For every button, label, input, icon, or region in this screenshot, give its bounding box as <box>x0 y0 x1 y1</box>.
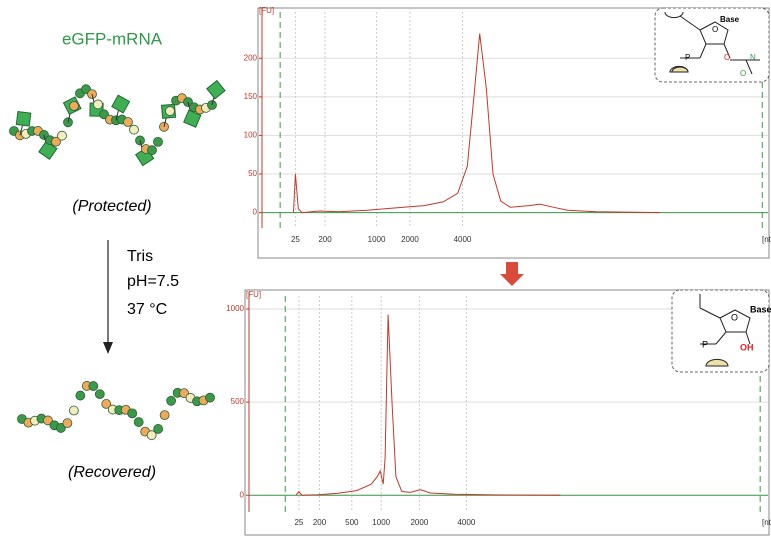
bead <box>153 424 164 434</box>
inset: Base O P OH <box>671 289 771 373</box>
protect-group <box>15 110 32 127</box>
x-tick-label: 200 <box>318 235 332 244</box>
x-tick-label: 200 <box>313 518 327 527</box>
bead <box>159 410 170 421</box>
bead <box>159 121 169 132</box>
inset-text: P <box>685 53 690 62</box>
x-tick-label: 4000 <box>454 235 472 244</box>
inset-text: O <box>740 69 746 78</box>
bead <box>55 423 66 433</box>
x-tick-label: 1000 <box>368 235 386 244</box>
bead <box>146 430 157 441</box>
y-tick-label: 100 <box>244 131 258 140</box>
y-tick-label: 0 <box>253 208 258 217</box>
protected-label: (Protected) <box>72 198 151 215</box>
bead <box>205 392 215 403</box>
bead <box>101 399 112 409</box>
y-axis-label: [FU] <box>259 6 274 15</box>
beads <box>9 79 226 441</box>
y-axis-label: [FU] <box>246 290 261 299</box>
condition: Tris <box>127 248 153 265</box>
y-tick-label: 500 <box>231 397 245 406</box>
protect-group <box>206 79 226 100</box>
inset: Base O P O O N <box>654 7 770 83</box>
inset-text: Base <box>750 304 771 314</box>
bead <box>166 395 177 406</box>
bead <box>127 408 138 419</box>
inset-text: O <box>724 53 730 62</box>
bead <box>75 390 86 401</box>
x-axis-label: [nt] <box>762 518 771 527</box>
bead <box>93 99 103 110</box>
x-tick-label: 25 <box>294 518 303 527</box>
bead <box>88 381 99 391</box>
bead <box>57 130 67 141</box>
y-tick-label: 0 <box>240 490 245 499</box>
bead <box>179 388 189 399</box>
condition: pH=7.5 <box>127 273 179 290</box>
x-axis-label: [nt] <box>762 235 771 244</box>
inset-text: P <box>702 339 708 349</box>
chart-frame <box>257 7 770 259</box>
inset-text: Base <box>720 15 740 24</box>
bead <box>133 417 144 427</box>
bead <box>129 124 139 135</box>
condition: 37 °C <box>127 301 167 318</box>
bead <box>153 136 163 147</box>
inset-text: OH <box>740 342 754 352</box>
protect-group <box>38 140 58 160</box>
bead <box>43 415 53 426</box>
x-tick-label: 1000 <box>372 518 390 527</box>
bead <box>94 389 105 400</box>
down-arrow <box>500 262 524 286</box>
y-tick-label: 50 <box>248 169 257 178</box>
trace <box>295 314 561 496</box>
x-tick-label: 500 <box>345 518 359 527</box>
bead <box>68 405 79 416</box>
trace <box>293 33 661 214</box>
recovered-label: (Recovered) <box>68 464 156 481</box>
x-tick-label: 4000 <box>457 518 475 527</box>
protect-group <box>111 94 131 114</box>
bead <box>69 101 79 111</box>
inset-text: N <box>750 53 756 62</box>
inset-text: O <box>731 312 738 322</box>
bead <box>165 106 175 116</box>
chart-frame <box>244 289 770 536</box>
x-tick-label: 2000 <box>410 518 428 527</box>
bead <box>62 418 73 429</box>
inset-text: O <box>712 25 718 34</box>
mrna-label: eGFP-mRNA <box>62 29 163 48</box>
bead <box>123 117 133 127</box>
arrow-head <box>103 342 113 354</box>
x-tick-label: 25 <box>291 235 300 244</box>
y-tick-label: 200 <box>244 53 258 62</box>
y-tick-label: 150 <box>244 92 258 101</box>
y-tick-label: 1000 <box>226 304 244 313</box>
bead <box>51 136 61 147</box>
protect-group <box>183 109 202 128</box>
x-tick-label: 2000 <box>401 235 419 244</box>
bead <box>147 145 157 156</box>
